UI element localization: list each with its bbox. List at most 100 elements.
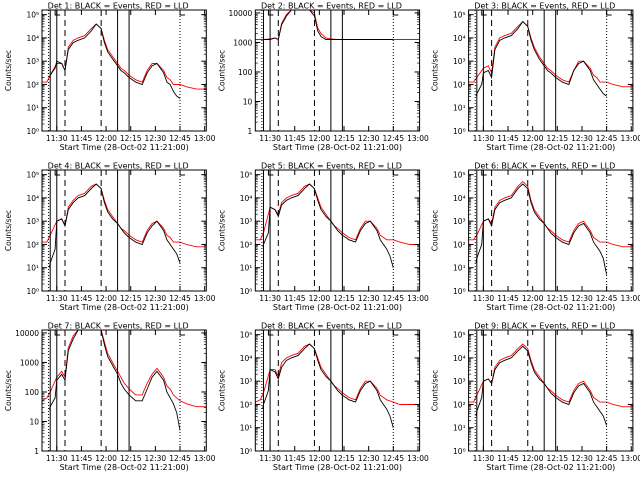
y-axis-label: Counts/sec xyxy=(431,210,440,251)
bracket-mark xyxy=(179,10,186,16)
bracket-mark xyxy=(267,330,274,336)
y-tick-label: 10³ xyxy=(26,57,39,66)
bracket-mark xyxy=(54,170,61,176)
y-axis-label: Counts/sec xyxy=(4,370,13,411)
events-series-line xyxy=(262,183,394,268)
x-tick-label: 11:30 xyxy=(259,454,281,463)
x-tick-label: 12:15 xyxy=(120,134,142,143)
bracket-mark xyxy=(392,330,399,336)
y-tick-label: 10⁴ xyxy=(26,194,39,203)
bracket-mark xyxy=(481,10,487,16)
y-tick-label: 10³ xyxy=(453,57,466,66)
y-tick-label: 10³ xyxy=(453,377,466,386)
x-tick-label: 12:45 xyxy=(169,134,191,143)
bracket-mark xyxy=(54,330,61,336)
x-axis-label: Start Time (28-Oct-02 11:21:00) xyxy=(273,143,402,152)
x-tick-label: 12:30 xyxy=(571,134,593,143)
y-tick-label: 10⁴ xyxy=(26,34,39,43)
x-axis-label: Start Time (28-Oct-02 11:21:00) xyxy=(60,303,189,312)
bracket-mark xyxy=(481,330,487,336)
x-axis-label: Start Time (28-Oct-02 11:21:00) xyxy=(273,303,402,312)
panel-title: Det 2: BLACK = Events, RED = LLD xyxy=(261,2,402,11)
events-series-line xyxy=(475,20,607,97)
y-tick-label: 10¹ xyxy=(26,264,39,273)
x-tick-label: 11:30 xyxy=(473,134,495,143)
detector-panel: 1 10 100 1000 10000 11:30 11:45 12:00 12:15 12:30… xyxy=(217,2,429,153)
panel-title: Det 6: BLACK = Events, RED = LLD xyxy=(474,162,615,171)
y-axis-label: Counts/sec xyxy=(217,210,226,251)
x-tick-label: 12:15 xyxy=(547,294,569,303)
bracket-mark xyxy=(267,170,274,176)
x-tick-label: 13:00 xyxy=(194,294,216,303)
x-axis-label: Start Time (28-Oct-02 11:21:00) xyxy=(486,143,615,152)
y-tick-label: 10⁵ xyxy=(453,11,466,20)
x-tick-label: 13:00 xyxy=(194,134,216,143)
x-tick-label: 12:00 xyxy=(522,294,544,303)
y-axis-label: Counts/sec xyxy=(4,50,13,91)
x-tick-label: 12:30 xyxy=(571,454,593,463)
y-tick-label: 10⁴ xyxy=(453,354,466,363)
panel-title: Det 1: BLACK = Events, RED = LLD xyxy=(48,2,189,11)
y-tick-label: 10⁰ xyxy=(26,287,39,296)
panel-title: Det 8: BLACK = Events, RED = LLD xyxy=(261,322,402,331)
x-tick-label: 12:00 xyxy=(522,454,544,463)
panel-title: Det 5: BLACK = Events, RED = LLD xyxy=(261,162,402,171)
bracket-mark xyxy=(606,10,612,16)
y-tick-label: 10 xyxy=(243,97,253,106)
y-tick-label: 10² xyxy=(453,240,466,249)
x-tick-label: 11:30 xyxy=(473,294,495,303)
x-tick-label: 12:15 xyxy=(333,134,355,143)
bracket-mark xyxy=(481,170,487,176)
x-tick-label: 12:00 xyxy=(95,454,117,463)
y-axis-label: Counts/sec xyxy=(217,50,226,91)
x-tick-label: 12:30 xyxy=(358,134,380,143)
y-tick-label: 10⁵ xyxy=(26,171,39,180)
x-tick-label: 12:30 xyxy=(571,294,593,303)
detector-panel: 1 10 100 1000 10000 11:30 11:45 12:00 12:15 12:30… xyxy=(4,322,216,473)
events-series-line xyxy=(48,183,181,268)
x-tick-label: 11:45 xyxy=(497,454,519,463)
x-axis-label: Start Time (28-Oct-02 11:21:00) xyxy=(486,303,615,312)
y-tick-label: 1 xyxy=(248,127,253,136)
x-tick-label: 11:45 xyxy=(71,294,93,303)
bracket-mark xyxy=(179,330,186,336)
y-tick-label: 10¹ xyxy=(453,424,466,433)
x-tick-label: 11:45 xyxy=(497,294,519,303)
panel-title: Det 9: BLACK = Events, RED = LLD xyxy=(474,322,615,331)
lld-series-line xyxy=(468,20,633,88)
x-tick-label: 11:45 xyxy=(497,134,519,143)
y-tick-label: 100 xyxy=(238,68,253,77)
y-tick-label: 10³ xyxy=(26,217,39,226)
y-axis-label: Counts/sec xyxy=(431,50,440,91)
x-tick-label: 12:00 xyxy=(309,454,331,463)
y-tick-label: 10² xyxy=(240,240,253,249)
panel-title: Det 4: BLACK = Events, RED = LLD xyxy=(48,162,189,171)
y-tick-label: 10³ xyxy=(240,377,253,386)
x-tick-label: 11:45 xyxy=(284,134,306,143)
y-tick-label: 10³ xyxy=(240,217,253,226)
bracket-mark xyxy=(179,170,186,176)
x-tick-label: 13:00 xyxy=(620,454,640,463)
y-tick-label: 100 xyxy=(25,388,40,397)
y-tick-label: 10² xyxy=(26,80,39,89)
bracket-mark xyxy=(392,10,399,16)
x-tick-label: 12:45 xyxy=(169,454,191,463)
y-tick-label: 10² xyxy=(453,400,466,409)
y-tick-label: 10⁵ xyxy=(240,331,253,340)
panel-title: Det 7: BLACK = Events, RED = LLD xyxy=(48,322,189,331)
y-axis-label: Counts/sec xyxy=(4,210,13,251)
x-tick-label: 12:45 xyxy=(596,454,618,463)
y-tick-label: 10⁵ xyxy=(240,171,253,180)
y-tick-label: 1 xyxy=(34,447,39,456)
x-tick-label: 12:00 xyxy=(95,294,117,303)
x-axis-label: Start Time (28-Oct-02 11:21:00) xyxy=(60,143,189,152)
y-tick-label: 10⁵ xyxy=(453,331,466,340)
x-tick-label: 11:45 xyxy=(71,454,93,463)
axes-frame xyxy=(41,329,207,452)
x-tick-label: 12:15 xyxy=(120,294,142,303)
x-tick-label: 12:45 xyxy=(169,294,191,303)
